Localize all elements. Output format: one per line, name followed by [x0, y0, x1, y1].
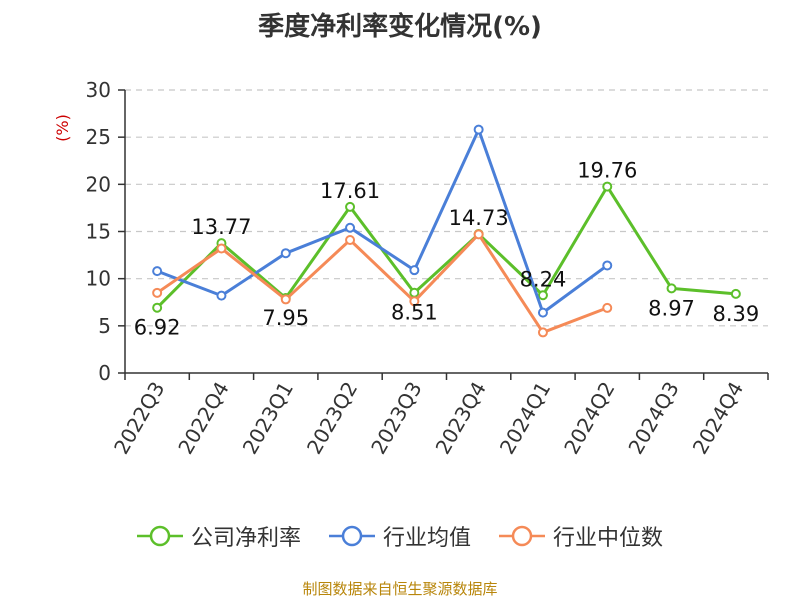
data-point-company[interactable]	[602, 181, 613, 192]
x-tick-label: 2023Q4	[431, 378, 491, 459]
grid-layer	[125, 89, 768, 327]
y-tick-label: 20	[86, 172, 111, 196]
data-point-company[interactable]	[537, 290, 548, 301]
data-label: 8.97	[648, 296, 695, 320]
data-label: 7.95	[262, 306, 309, 330]
y-tick-label: 0	[98, 361, 111, 385]
data-point-industry_avg[interactable]	[409, 265, 420, 276]
series-layer	[152, 124, 741, 338]
data-point-industry_median[interactable]	[409, 296, 420, 307]
legend-marker-industry-median	[499, 525, 545, 547]
x-tick-label: 2023Q2	[302, 378, 362, 459]
data-point-industry_median[interactable]	[152, 287, 163, 298]
data-point-industry_median[interactable]	[537, 327, 548, 338]
data-point-industry_median[interactable]	[216, 243, 227, 254]
y-tick-label: 10	[86, 267, 111, 291]
legend: 公司净利率 行业均值 行业中位数	[0, 520, 800, 552]
data-point-industry_median[interactable]	[280, 294, 291, 305]
y-tick-label: 5	[98, 314, 111, 338]
legend-marker-company	[136, 525, 183, 547]
data-label: 17.61	[320, 179, 380, 203]
data-label: 8.24	[520, 267, 567, 291]
x-tick-label: 2022Q3	[109, 378, 169, 459]
data-point-industry_median[interactable]	[473, 229, 484, 240]
legend-marker-industry-avg	[328, 525, 375, 547]
data-point-industry_avg[interactable]	[473, 124, 484, 135]
chart-title: 季度净利率变化情况(%)	[258, 12, 542, 42]
data-point-company[interactable]	[730, 288, 741, 299]
x-tick-label: 2023Q3	[366, 378, 426, 459]
legend-item-company[interactable]: 公司净利率	[136, 520, 301, 552]
data-label: 8.39	[712, 302, 759, 326]
legend-item-industry-avg[interactable]: 行业均值	[328, 520, 471, 552]
data-label: 13.77	[191, 215, 251, 239]
data-label: 8.51	[391, 301, 438, 325]
data-point-industry_avg[interactable]	[537, 307, 548, 318]
legend-item-industry-median[interactable]: 行业中位数	[499, 520, 663, 552]
source-caption: 制图数据来自恒生聚源数据库	[302, 580, 498, 598]
y-tick-label: 25	[86, 125, 111, 149]
data-point-company[interactable]	[666, 283, 677, 294]
x-tick-label: 2023Q1	[238, 378, 298, 459]
data-point-industry_avg[interactable]	[345, 222, 356, 233]
series-line-industry_median	[156, 232, 608, 334]
legend-label-industry-avg: 行业均值	[382, 526, 471, 551]
data-point-industry_avg[interactable]	[216, 290, 227, 301]
x-tick-label: 2024Q4	[688, 378, 748, 459]
y-tick-label: 30	[86, 78, 111, 102]
data-label: 6.92	[134, 316, 181, 340]
data-point-industry_median[interactable]	[345, 234, 356, 245]
series-line-company	[156, 185, 736, 309]
data-point-industry_median[interactable]	[602, 302, 613, 313]
x-tick-label: 2024Q2	[559, 378, 619, 459]
y-axis-label: (%)	[53, 114, 72, 142]
x-tick-label: 2024Q1	[495, 378, 555, 459]
data-label-layer: 6.92 13.77 7.95 17.61 8.51 14.73 8.24 19.76 8.97…	[134, 159, 759, 340]
data-point-industry_avg[interactable]	[152, 266, 163, 277]
series-line-industry_avg	[156, 128, 609, 315]
data-point-company[interactable]	[345, 201, 356, 212]
y-tick-label: 15	[86, 220, 111, 244]
x-tick-label: 2022Q4	[173, 378, 233, 459]
data-point-company[interactable]	[152, 302, 163, 313]
data-label: 14.73	[449, 206, 509, 230]
data-label: 19.76	[577, 159, 637, 183]
data-point-industry_avg[interactable]	[280, 248, 291, 259]
legend-label-company: 公司净利率	[190, 526, 301, 551]
data-point-industry_avg[interactable]	[602, 260, 613, 271]
data-point-company[interactable]	[409, 287, 420, 298]
legend-label-industry-median: 行业中位数	[553, 526, 664, 551]
x-tick-label: 2024Q3	[623, 378, 683, 459]
